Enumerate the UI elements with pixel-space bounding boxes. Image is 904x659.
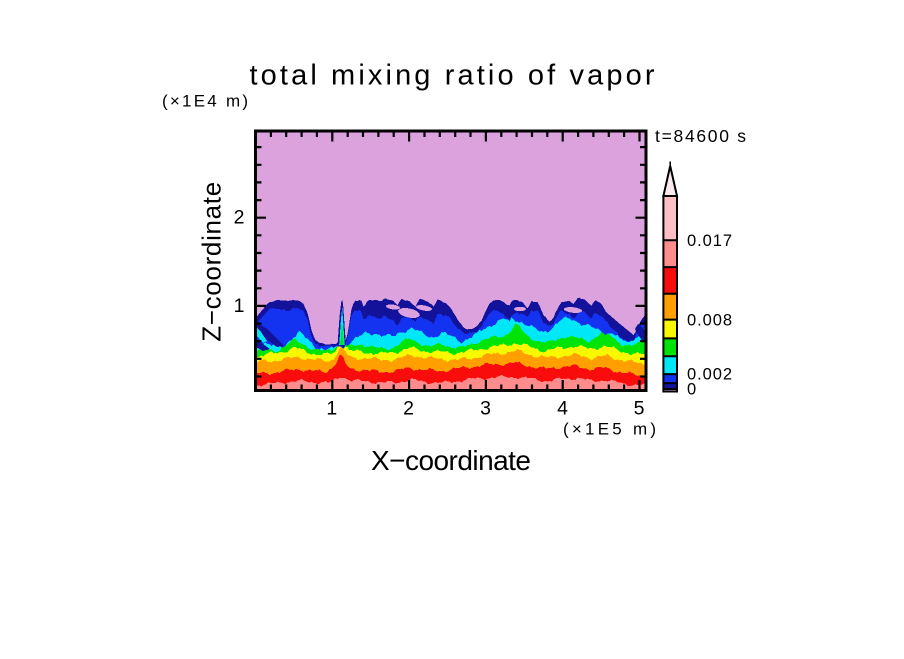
- svg-text:0.008: 0.008: [687, 312, 732, 330]
- svg-text:t=84600 s: t=84600 s: [655, 126, 746, 146]
- svg-text:2: 2: [234, 207, 245, 229]
- svg-text:(×1E4 m): (×1E4 m): [162, 92, 248, 111]
- svg-text:0.002: 0.002: [687, 366, 732, 384]
- svg-text:total mixing ratio of vapor: total mixing ratio of vapor: [250, 60, 655, 92]
- svg-text:1: 1: [326, 398, 337, 420]
- svg-text:1: 1: [234, 295, 245, 317]
- svg-text:0.017: 0.017: [687, 232, 732, 250]
- svg-text:3: 3: [480, 398, 491, 420]
- svg-text:Z−coordinate: Z−coordinate: [197, 182, 227, 342]
- svg-text:2: 2: [403, 398, 414, 420]
- svg-text:5: 5: [634, 398, 645, 420]
- svg-text:0: 0: [687, 381, 696, 399]
- svg-text:X−coordinate: X−coordinate: [371, 445, 531, 476]
- svg-text:4: 4: [557, 398, 568, 420]
